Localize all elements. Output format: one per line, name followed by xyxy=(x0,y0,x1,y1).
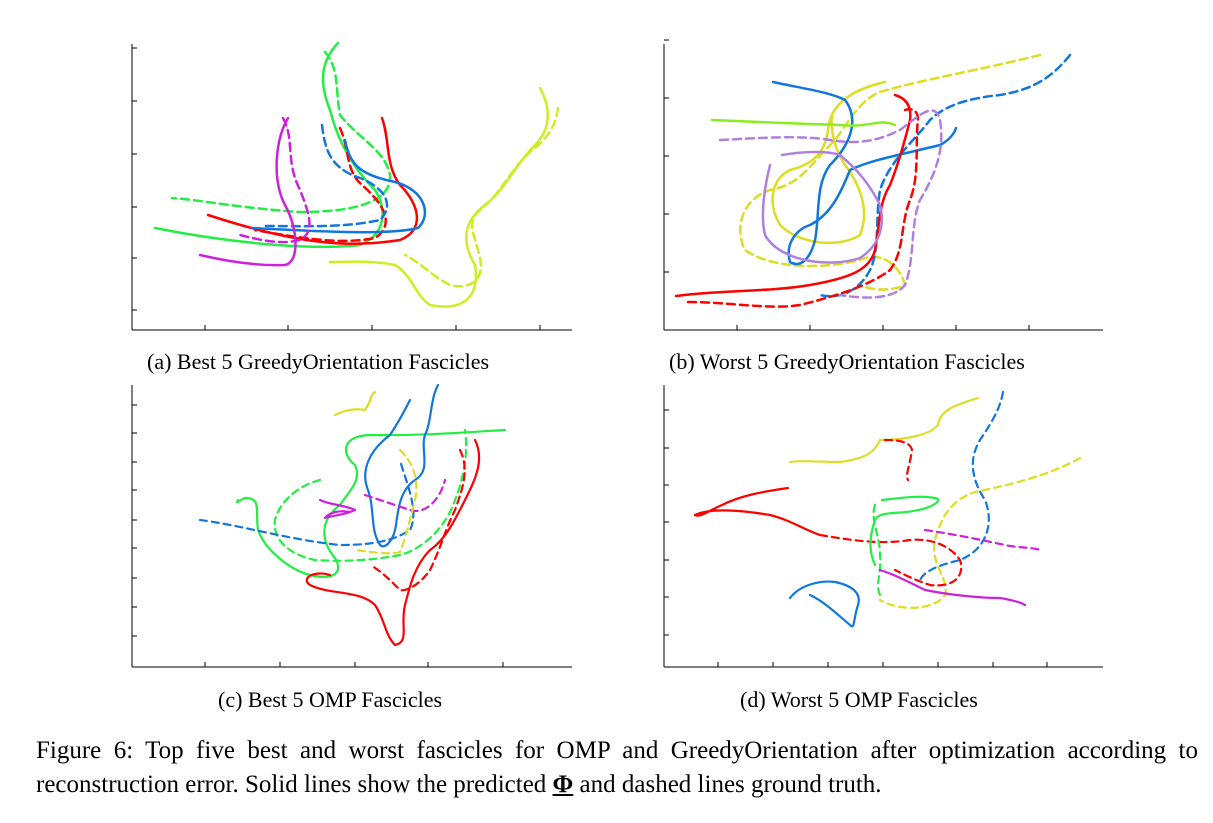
panel-d-red-truth-top xyxy=(883,438,914,482)
panel-b-blue-truth xyxy=(818,53,1072,298)
panel-a-blue-predicted xyxy=(250,138,427,234)
panel-b-red-predicted xyxy=(674,93,912,298)
panel-c-axes xyxy=(131,385,572,668)
figure-caption-text: Figure 6: Top five best and worst fascic… xyxy=(36,737,1198,798)
panel-c-red-truth xyxy=(368,448,466,592)
panel-c-red-predicted xyxy=(305,438,481,647)
panel-c-green-predicted xyxy=(236,428,507,578)
panel-b-yellow-truth xyxy=(739,53,1042,291)
panel-a-blue-truth xyxy=(263,123,389,228)
panel-a-caption: (a) Best 5 GreedyOrientation Fascicles xyxy=(147,349,490,374)
panel-b-axes xyxy=(663,39,1103,331)
figure-caption-end: and dashed lines ground truth. xyxy=(573,771,882,798)
panel-a-magenta-truth xyxy=(238,116,311,244)
phi-symbol: Φ xyxy=(552,771,574,798)
panel-d: (d) Worst 5 OMP Fascicles xyxy=(0,380,1213,720)
panel-a: (a) Best 5 GreedyOrientation Fascicles xyxy=(0,0,606,380)
panel-a-yellow-predicted xyxy=(328,86,550,308)
panel-d-yellow-predicted xyxy=(788,396,980,464)
panel-d-yellow-truth xyxy=(878,456,1082,609)
panel-d-magenta-predicted xyxy=(878,568,1027,607)
panel-a-green-predicted xyxy=(153,41,384,249)
panel-b-green-predicted xyxy=(710,118,897,127)
figure-caption: Figure 6: Top five best and worst fascic… xyxy=(36,734,1198,802)
panel-c-yellow-truth xyxy=(353,448,418,555)
panel-d-red-predicted xyxy=(693,486,822,537)
panel-d-red-truth xyxy=(818,533,963,587)
panel-c-blue-predicted xyxy=(364,383,440,548)
panel-c-plot xyxy=(131,383,572,668)
panel-c-magenta-predicted xyxy=(318,498,357,520)
panel-b-caption: (b) Worst 5 GreedyOrientation Fascicles xyxy=(669,349,1025,374)
panel-c-yellow-predicted xyxy=(333,390,377,417)
panel-c-green-truth xyxy=(273,428,468,562)
panel-b-lavender-truth xyxy=(718,109,943,299)
panel-d-blue-truth xyxy=(918,390,1005,582)
panel-d-plot xyxy=(663,385,1103,668)
panel-a-axes xyxy=(131,44,572,331)
panel-a-red-truth xyxy=(253,126,387,243)
panel-a-magenta-predicted xyxy=(198,116,297,267)
panel-d-green-truth xyxy=(872,503,882,597)
panel-d-magenta-truth xyxy=(923,528,1042,552)
panel-c-caption: (c) Best 5 OMP Fascicles xyxy=(218,687,443,712)
panel-c-magenta-truth xyxy=(363,478,447,513)
panel-d-axes xyxy=(663,385,1103,668)
panel-a-yellow-truth xyxy=(403,106,560,288)
panel-b: (b) Worst 5 GreedyOrientation Fascicles xyxy=(0,0,1213,380)
panel-c: (c) Best 5 OMP Fascicles xyxy=(0,380,606,720)
panel-b-blue-predicted xyxy=(771,80,958,266)
panel-a-plot xyxy=(131,41,572,331)
panel-d-caption: (d) Worst 5 OMP Fascicles xyxy=(740,687,978,712)
panel-b-plot xyxy=(663,39,1103,331)
panel-c-blue-truth xyxy=(198,458,415,547)
panel-b-lavender-predicted xyxy=(761,150,884,264)
panel-d-green-predicted xyxy=(869,495,940,567)
panel-b-yellow-predicted xyxy=(771,80,887,245)
panel-b-red-truth xyxy=(686,108,920,308)
panel-d-blue-predicted xyxy=(788,580,860,628)
